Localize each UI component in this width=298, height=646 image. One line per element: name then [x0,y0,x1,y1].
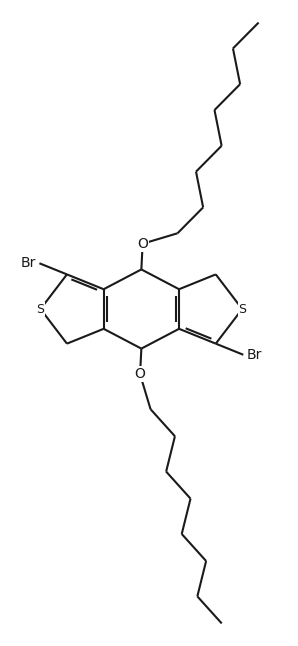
Text: Br: Br [21,256,36,270]
Text: O: O [137,236,148,251]
Text: S: S [37,302,44,315]
Text: S: S [238,302,246,315]
Text: Br: Br [246,348,262,362]
Text: O: O [135,368,145,381]
